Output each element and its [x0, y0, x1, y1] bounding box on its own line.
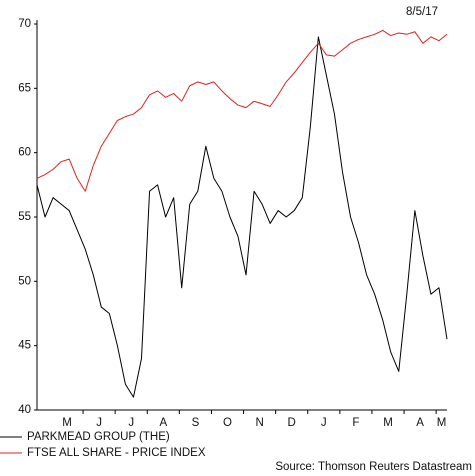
x-tick-label: J	[128, 417, 134, 429]
line-series	[36, 29, 448, 192]
x-tick-label: A	[159, 417, 167, 429]
y-tick-label: 40	[18, 404, 31, 416]
y-tick-label: 60	[18, 147, 31, 159]
y-tick-label: 55	[18, 211, 31, 223]
x-tick-label: D	[288, 417, 296, 429]
x-tick-label: N	[255, 417, 263, 429]
y-tick-label: 45	[18, 340, 31, 352]
source-note: Source: Thomson Reuters Datastream	[275, 461, 472, 473]
legend-label: FTSE ALL SHARE - PRICE INDEX	[27, 447, 206, 459]
x-tick-label: J	[321, 417, 327, 429]
x-tick-label: M	[383, 417, 393, 429]
chart-date: 8/5/17	[406, 6, 438, 18]
line-series	[36, 36, 448, 398]
legend-label: PARKMEAD GROUP (THE)	[27, 431, 170, 443]
y-tick-label: 50	[18, 275, 31, 287]
x-tick-label: M	[62, 417, 72, 429]
x-tick-label: S	[192, 417, 200, 429]
x-tick-label: A	[416, 417, 424, 429]
y-tick-label: 70	[18, 18, 31, 30]
y-tick-label: 65	[18, 82, 31, 94]
x-tick-label: J	[96, 417, 102, 429]
x-tick-label: O	[223, 417, 232, 429]
x-tick-label: F	[352, 417, 359, 429]
x-tick-label: M	[437, 417, 447, 429]
